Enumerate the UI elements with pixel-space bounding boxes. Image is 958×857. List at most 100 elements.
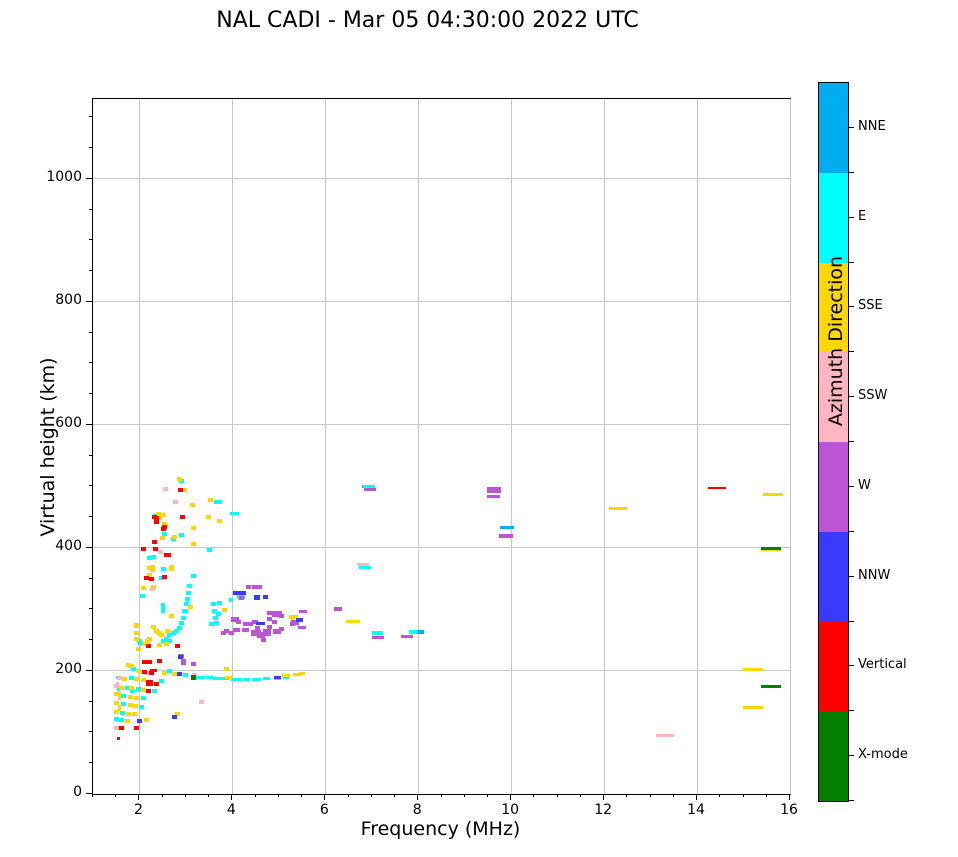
y-tick-label-400: 400 xyxy=(55,537,82,554)
data-point-w xyxy=(235,619,241,624)
data-point-vertical xyxy=(142,659,148,664)
data-point-sse xyxy=(142,641,148,646)
data-point-e xyxy=(162,531,168,536)
data-point-e xyxy=(230,678,242,682)
colorbar-segment-nnw xyxy=(819,531,848,622)
data-point-w xyxy=(255,625,261,630)
data-point-x-mode xyxy=(190,675,196,681)
data-point-sse xyxy=(125,718,131,723)
data-point-e xyxy=(183,609,189,614)
data-point-sse xyxy=(134,696,140,701)
data-point-vertical xyxy=(151,539,157,544)
data-point-e xyxy=(211,608,217,613)
y-minor-tick xyxy=(89,454,92,456)
y-tick-label-600: 600 xyxy=(55,414,82,431)
data-point-nne xyxy=(499,525,514,529)
data-point-w xyxy=(223,629,229,633)
data-point-e xyxy=(215,611,221,616)
x-minor-tick xyxy=(649,794,651,797)
data-point-vertical xyxy=(165,552,171,557)
data-point-sse xyxy=(175,712,181,717)
data-point-e xyxy=(138,705,144,710)
data-point-ssw xyxy=(655,734,674,738)
x-tick-label-14: 14 xyxy=(687,802,705,818)
data-point-e xyxy=(230,512,240,516)
y-tick-1000 xyxy=(86,177,92,179)
data-point-e xyxy=(187,584,193,589)
data-point-ssw xyxy=(356,563,369,567)
data-point-sse xyxy=(742,705,763,709)
x-tick-label-12: 12 xyxy=(594,802,613,818)
data-point-ssw xyxy=(116,675,122,680)
data-point-sse xyxy=(118,686,124,691)
y-tick-600 xyxy=(86,423,92,425)
data-point-sse xyxy=(282,674,291,678)
data-point-vertical xyxy=(142,670,148,675)
data-point-vertical xyxy=(147,659,153,664)
data-point-e xyxy=(212,616,218,621)
data-point-sse xyxy=(149,568,155,573)
data-point-vertical xyxy=(179,515,185,520)
data-point-sse xyxy=(761,549,782,552)
x-minor-tick xyxy=(370,794,372,797)
x-minor-tick xyxy=(440,794,442,797)
colorbar-boundary-tick xyxy=(849,171,854,173)
data-point-sse xyxy=(189,502,195,507)
colorbar-tick-w xyxy=(849,485,854,487)
data-point-sse xyxy=(159,536,165,541)
data-point-sse xyxy=(114,700,120,705)
colorbar-segment-nne xyxy=(819,83,848,173)
data-point-e xyxy=(358,566,371,570)
x-minor-tick xyxy=(556,794,558,797)
data-point-sse xyxy=(208,498,214,502)
data-point-nnw xyxy=(253,595,260,601)
data-point-w xyxy=(334,607,343,612)
data-point-sse xyxy=(292,672,301,676)
colorbar-boundary-tick xyxy=(849,710,854,712)
data-point-vertical xyxy=(149,670,155,675)
data-point-sse xyxy=(132,712,138,717)
data-point-w xyxy=(487,495,501,499)
data-point-e xyxy=(190,574,196,579)
data-point-sse xyxy=(742,667,763,671)
data-point-w xyxy=(267,616,273,621)
y-minor-tick xyxy=(89,239,92,241)
data-point-ssw xyxy=(198,699,204,704)
colorbar-boundary-tick xyxy=(849,261,854,263)
data-point-sse xyxy=(221,608,227,613)
x-minor-tick xyxy=(486,794,488,797)
data-point-e xyxy=(141,696,147,701)
y-minor-tick xyxy=(89,270,92,272)
data-point-e xyxy=(182,673,188,678)
data-point-vertical xyxy=(152,547,158,552)
x-tick-14 xyxy=(696,794,698,800)
plot-area xyxy=(92,98,791,795)
data-point-vertical xyxy=(117,736,121,740)
y-tick-label-200: 200 xyxy=(55,660,82,677)
data-point-e xyxy=(125,686,131,691)
data-point-e xyxy=(208,622,214,627)
data-point-sse xyxy=(133,704,139,709)
data-point-sse xyxy=(114,710,120,715)
colorbar-label-nne: NNE xyxy=(858,118,886,134)
y-minor-tick xyxy=(89,731,92,733)
data-point-ssw xyxy=(172,500,178,505)
data-point-e xyxy=(363,484,376,488)
data-point-sse xyxy=(762,492,783,496)
data-point-w xyxy=(498,534,513,539)
data-point-e xyxy=(181,616,187,621)
data-point-sse xyxy=(188,605,194,610)
data-point-w xyxy=(272,628,281,634)
colorbar-tick-sse xyxy=(849,306,854,308)
data-point-sse xyxy=(216,518,222,523)
data-point-vertical xyxy=(146,679,154,686)
colorbar-segment-e xyxy=(819,172,848,263)
data-point-w xyxy=(486,486,501,493)
data-point-vertical xyxy=(145,689,151,694)
data-point-w xyxy=(267,624,273,629)
x-minor-tick xyxy=(347,794,349,797)
x-tick-6 xyxy=(324,794,326,800)
data-point-e xyxy=(151,689,157,694)
data-point-vertical xyxy=(141,547,147,552)
data-point-sse xyxy=(114,691,120,696)
